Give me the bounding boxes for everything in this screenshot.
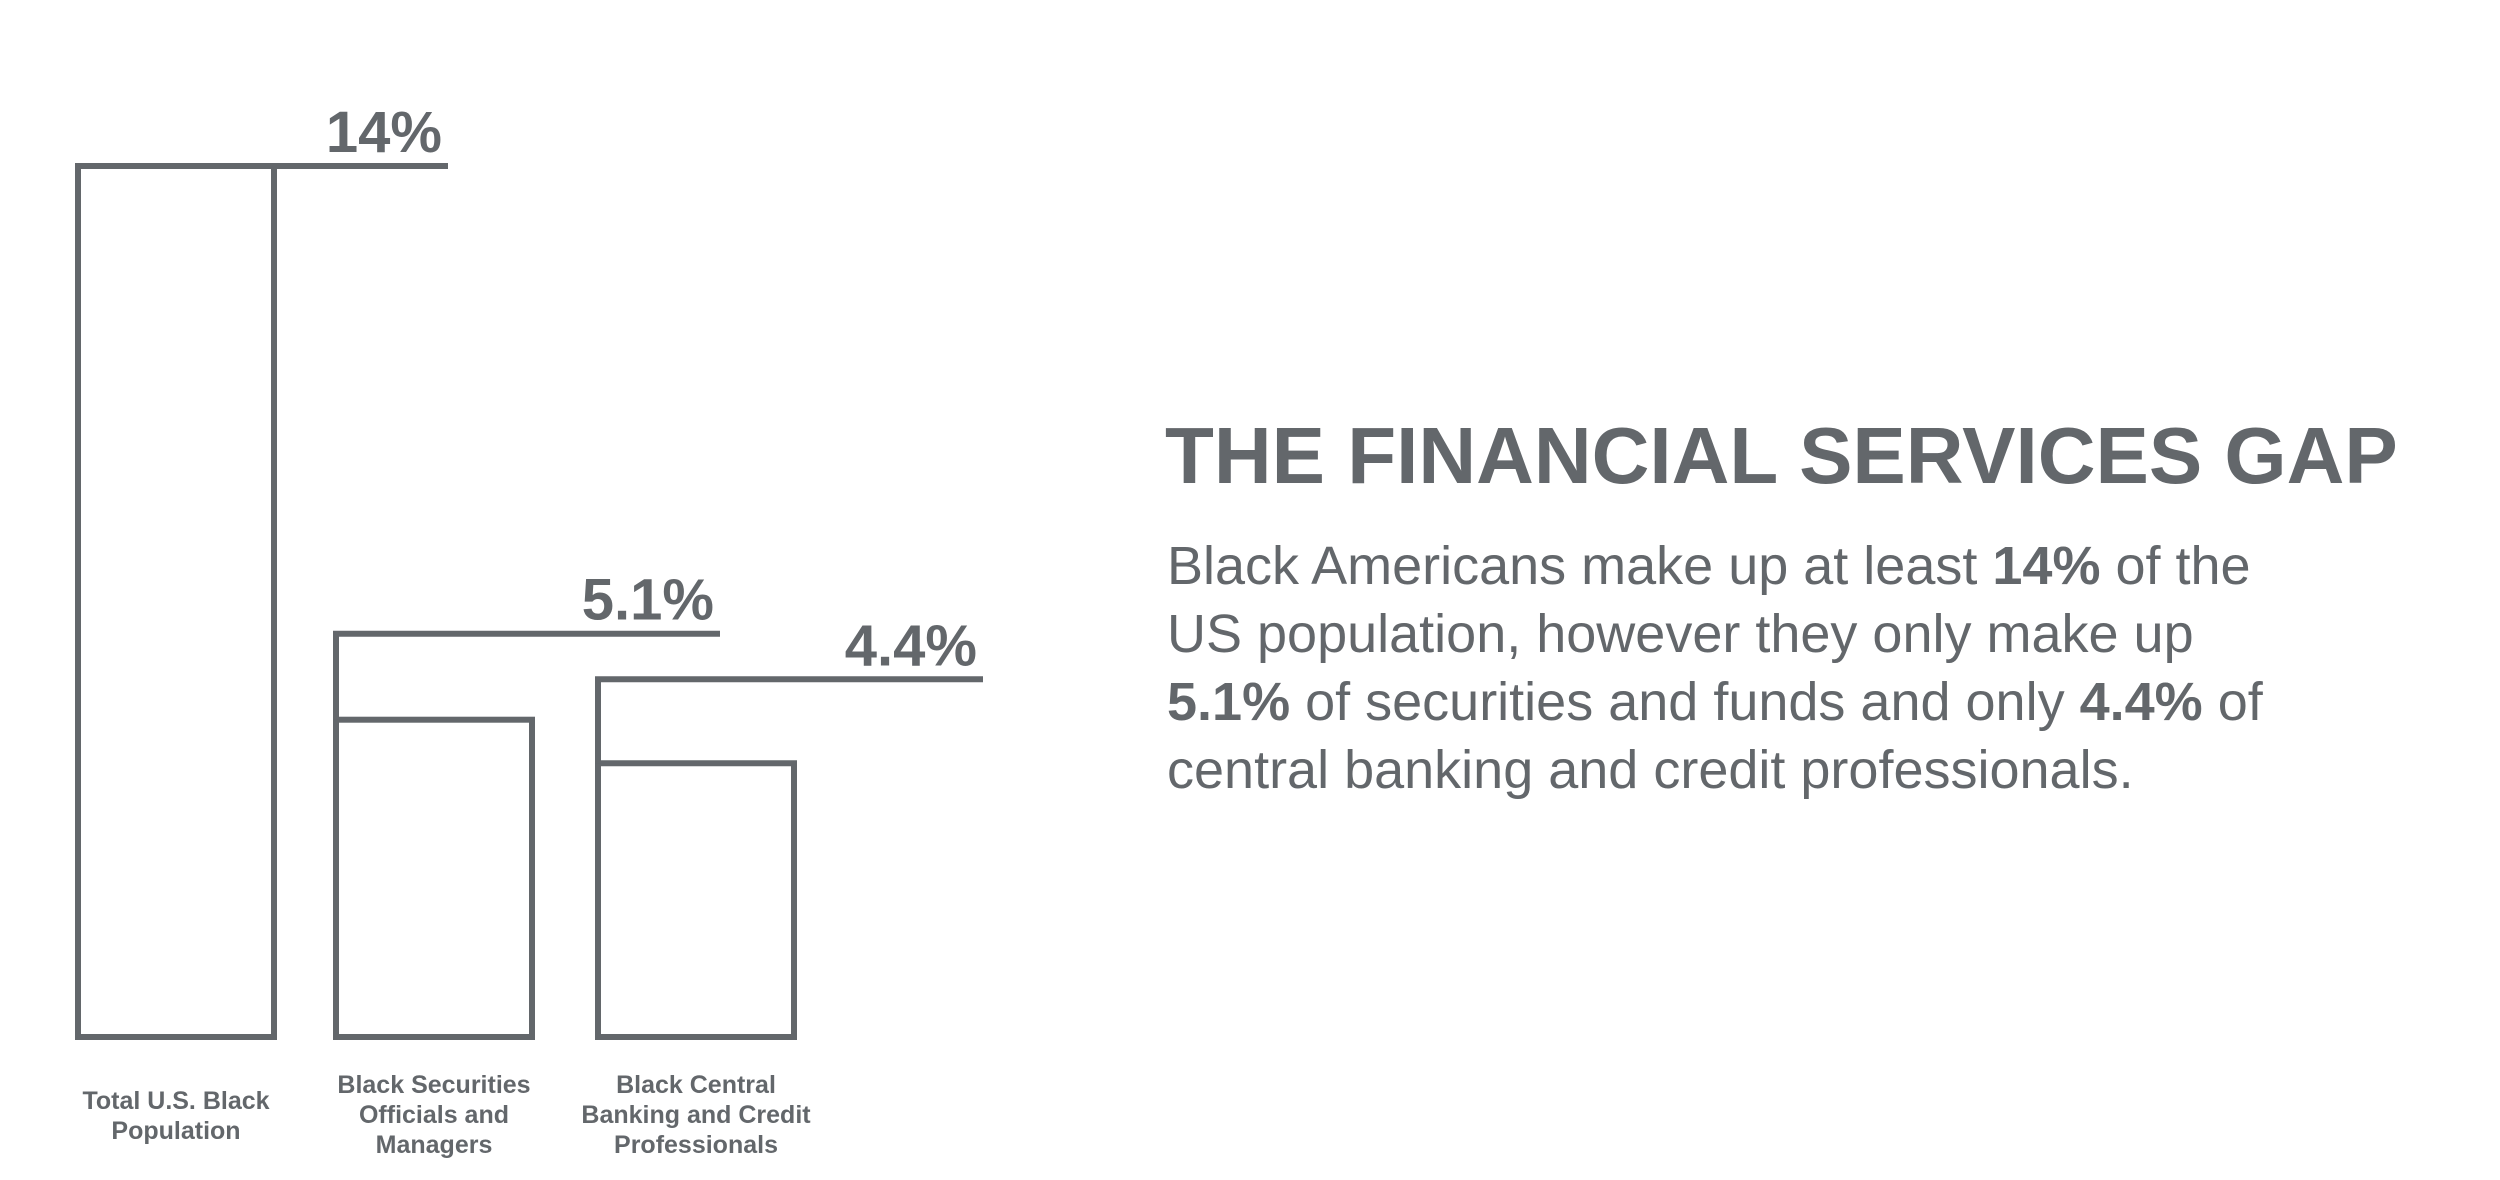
bar-3-label-shelf: [595, 676, 983, 764]
description-text: of: [2202, 672, 2263, 732]
category-label-line: Total U.S. Black: [82, 1087, 270, 1115]
bar-3: [595, 760, 797, 1040]
description-line: US population, however they only make up: [1167, 600, 2263, 668]
value-label-1: 14%: [326, 100, 442, 165]
description-text: of the: [2100, 536, 2251, 596]
description: Black Americans make up at least 14% of …: [1167, 532, 2263, 804]
bar-chart: 14% 5.1% 4.4%: [75, 100, 983, 1040]
description-text: US population, however they only make up: [1167, 604, 2194, 664]
category-label-line: Banking and Credit: [581, 1101, 811, 1129]
category-label-line: Black Securities: [337, 1071, 531, 1099]
category-label-2: Black Securities Officials and Managers: [284, 1070, 584, 1160]
description-line: 5.1% of securities and funds and only 4.…: [1167, 668, 2263, 736]
category-label-line: Population: [111, 1117, 241, 1145]
value-label-3: 4.4%: [845, 613, 977, 678]
category-label-1: Total U.S. Black Population: [26, 1086, 326, 1146]
description-text: Black Americans make up at least: [1167, 536, 1993, 596]
category-label-line: Professionals: [614, 1131, 778, 1159]
description-text: central banking and credit professionals…: [1167, 740, 2134, 800]
bar-2: [333, 716, 535, 1040]
description-line: central banking and credit professionals…: [1167, 736, 2263, 804]
description-line: Black Americans make up at least 14% of …: [1167, 532, 2263, 600]
value-label-2: 5.1%: [582, 568, 714, 633]
category-label-line: Black Central: [616, 1071, 776, 1099]
bar-1: [75, 163, 277, 1040]
description-text: of securities and funds and only: [1290, 672, 2080, 732]
highlight-stat: 4.4%: [2079, 672, 2203, 732]
category-label-3: Black Central Banking and Credit Professio…: [546, 1070, 846, 1160]
category-label-line: Officials and: [358, 1101, 510, 1129]
highlight-stat: 5.1%: [1167, 672, 1291, 732]
highlight-stat: 14%: [1992, 536, 2101, 596]
bar-2-label-shelf: [333, 630, 720, 720]
page-title: THE FINANCIAL SERVICES GAP: [1165, 411, 2398, 500]
category-label-line: Managers: [375, 1131, 493, 1159]
